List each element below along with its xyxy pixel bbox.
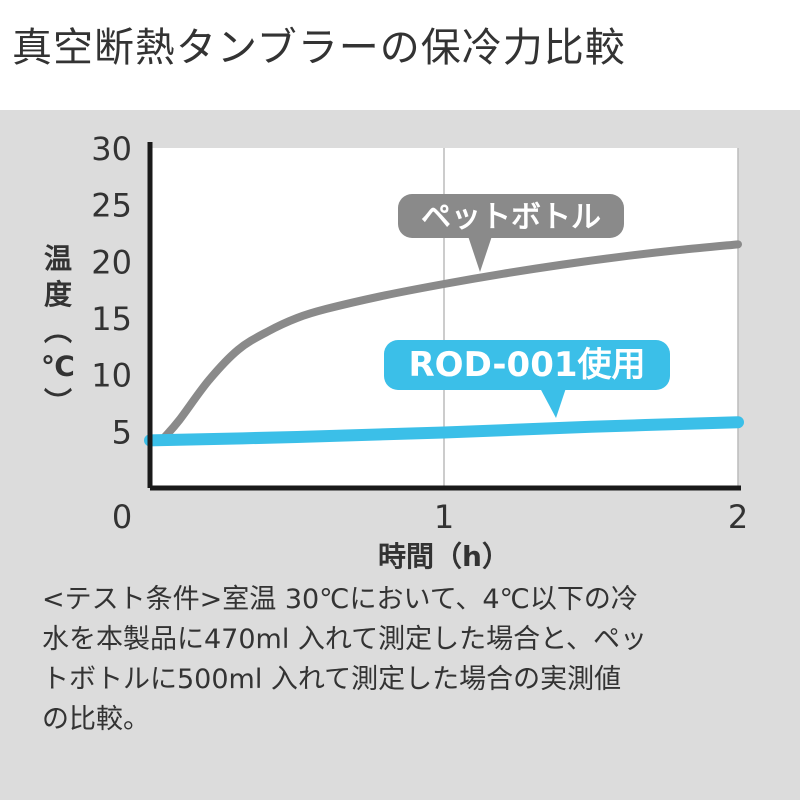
note-line: <テスト条件>室温 30℃において、4℃以下の冷 <box>42 584 638 615</box>
y-tick-label: 5 <box>112 413 132 451</box>
label-layer: 5 10 15 20 25 30 0 1 2 時間（h） 温度︵ ℃ ︶ <box>41 130 748 573</box>
callout-1: ROD-001使用 <box>384 340 670 418</box>
y-axis-title: 温度︵ ℃ ︶ <box>41 242 75 419</box>
series-line-0 <box>160 240 742 441</box>
note-line: の比較。 <box>42 704 150 735</box>
callout-tail <box>540 388 566 418</box>
note-line: トボトルに500ml 入れて測定した場合の実測値 <box>42 664 622 695</box>
y-tick-label: 30 <box>91 130 132 168</box>
series-layer <box>144 240 744 447</box>
x-axis-title: 時間（h） <box>378 540 510 573</box>
x-tick-label: 0 <box>112 498 132 536</box>
x-tick-label: 1 <box>434 498 454 536</box>
callout-label: ROD-001使用 <box>408 345 645 385</box>
callout-bubble <box>384 340 670 390</box>
y-tick-label: 10 <box>91 357 132 395</box>
y-tick-label: 25 <box>91 187 132 225</box>
x-tick-label: 2 <box>728 498 748 536</box>
callout-label: ペットボトル <box>421 200 601 235</box>
callout-bubble <box>398 194 624 238</box>
test-conditions-note: <テスト条件>室温 30℃において、4℃以下の冷 水を本製品に470ml 入れて… <box>42 580 782 740</box>
callout-tail <box>468 236 492 272</box>
y-tick-label: 20 <box>91 243 132 281</box>
callout-0: ペットボトル <box>398 194 624 272</box>
annotation-layer: ペットボトル ROD-001使用 <box>384 194 670 418</box>
page-title: 真空断熱タンブラーの保冷力比較 <box>12 25 626 71</box>
axis-layer <box>147 142 741 491</box>
y-tick-label: 15 <box>91 300 132 338</box>
note-line: 水を本製品に470ml 入れて測定した場合と、ペッ <box>42 624 648 655</box>
